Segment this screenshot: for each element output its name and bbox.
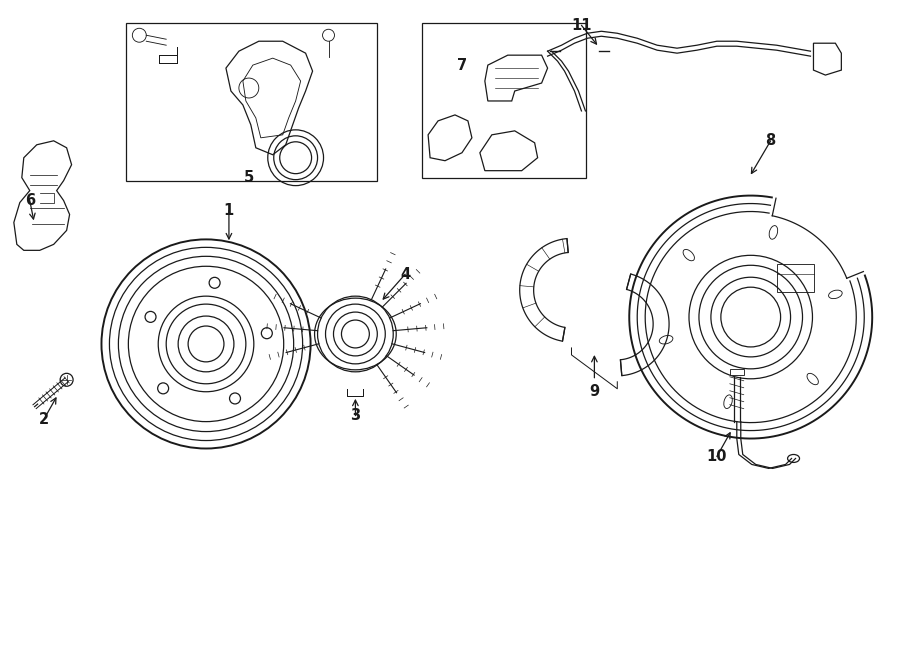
Ellipse shape (660, 336, 673, 344)
Text: 9: 9 (590, 384, 599, 399)
Circle shape (60, 373, 73, 386)
Text: 3: 3 (350, 408, 361, 423)
Ellipse shape (770, 226, 778, 239)
Circle shape (145, 311, 156, 322)
Text: 11: 11 (572, 18, 591, 33)
Text: 6: 6 (24, 193, 35, 208)
Polygon shape (814, 43, 842, 75)
Circle shape (209, 277, 220, 288)
Text: 4: 4 (400, 267, 410, 282)
Circle shape (158, 383, 168, 394)
Circle shape (132, 28, 147, 42)
Circle shape (230, 393, 240, 404)
Bar (777, 264, 815, 292)
Ellipse shape (683, 250, 695, 261)
Circle shape (261, 328, 273, 339)
Text: 2: 2 (39, 412, 49, 427)
Circle shape (322, 29, 335, 41)
Text: 7: 7 (457, 58, 467, 73)
Text: 8: 8 (766, 133, 776, 148)
Text: 1: 1 (224, 203, 234, 218)
Ellipse shape (807, 373, 818, 385)
Ellipse shape (724, 395, 733, 408)
Bar (730, 369, 743, 375)
Bar (422, 23, 587, 177)
Ellipse shape (788, 455, 799, 463)
Bar (126, 23, 377, 181)
Ellipse shape (829, 290, 842, 299)
Text: 5: 5 (244, 170, 254, 185)
Text: 10: 10 (706, 449, 727, 464)
